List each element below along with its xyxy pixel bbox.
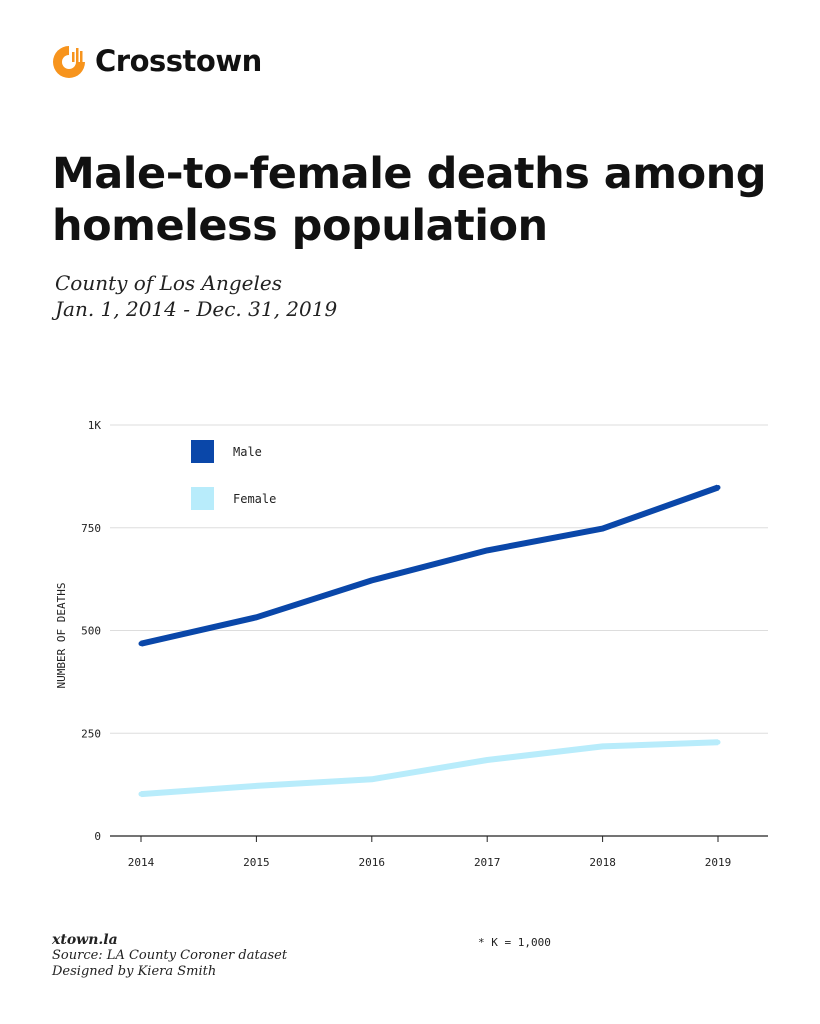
x-tick-label: 2014 bbox=[128, 856, 155, 869]
data-point-female bbox=[600, 743, 606, 749]
x-tick-label: 2018 bbox=[589, 856, 616, 869]
legend-label-female: Female bbox=[233, 492, 276, 506]
data-point-male bbox=[369, 577, 375, 583]
data-point-male bbox=[138, 641, 144, 647]
legend-label-male: Male bbox=[233, 445, 262, 459]
subtitle-date-range: Jan. 1, 2014 - Dec. 31, 2019 bbox=[55, 297, 338, 321]
series-line-female bbox=[140, 739, 719, 798]
y-tick-label: 1K bbox=[88, 419, 102, 432]
brand-name: Crosstown bbox=[95, 44, 262, 78]
data-point-male bbox=[484, 547, 490, 553]
chart-subtitle: County of Los Angeles Jan. 1, 2014 - Dec… bbox=[55, 270, 337, 322]
y-tick-label: 500 bbox=[81, 625, 101, 638]
line-chart: 0 250 500 750 1K 2014 2015 2016 2017 2018 2019 NUMB… bbox=[55, 419, 768, 869]
data-point-female bbox=[138, 791, 144, 797]
data-point-female bbox=[484, 757, 490, 763]
y-tick-label: 0 bbox=[94, 830, 101, 843]
y-tick-label: 250 bbox=[81, 727, 101, 740]
footer-credits: xtown.la Source: LA County Coroner datas… bbox=[52, 932, 287, 980]
data-point-female bbox=[253, 783, 259, 789]
crosstown-logo-icon bbox=[53, 46, 87, 78]
y-axis-label: NUMBER OF DEATHS bbox=[55, 583, 68, 689]
x-tick-label: 2019 bbox=[705, 856, 732, 869]
brand-logo: Crosstown bbox=[51, 42, 262, 80]
x-tick-label: 2016 bbox=[359, 856, 386, 869]
x-tick-label: 2017 bbox=[474, 856, 501, 869]
legend-swatch-male bbox=[191, 440, 214, 463]
data-point-male bbox=[600, 526, 606, 532]
subtitle-region: County of Los Angeles bbox=[55, 271, 283, 295]
footer-source: Source: LA County Coroner dataset bbox=[52, 948, 288, 963]
unit-footnote: * K = 1,000 bbox=[478, 936, 551, 949]
x-tick-label: 2015 bbox=[243, 856, 270, 869]
data-point-male bbox=[715, 484, 721, 490]
data-point-male bbox=[253, 614, 259, 620]
legend-swatch-female bbox=[191, 487, 214, 510]
data-point-female bbox=[369, 776, 375, 782]
chart-title: Male-to-female deaths among homeless pop… bbox=[52, 149, 767, 251]
y-tick-label: 750 bbox=[81, 522, 101, 535]
footer-site: xtown.la bbox=[52, 932, 118, 948]
data-point-female bbox=[715, 739, 721, 745]
footer-credit: Designed by Kiera Smith bbox=[52, 964, 217, 979]
series-line-male bbox=[140, 484, 720, 647]
